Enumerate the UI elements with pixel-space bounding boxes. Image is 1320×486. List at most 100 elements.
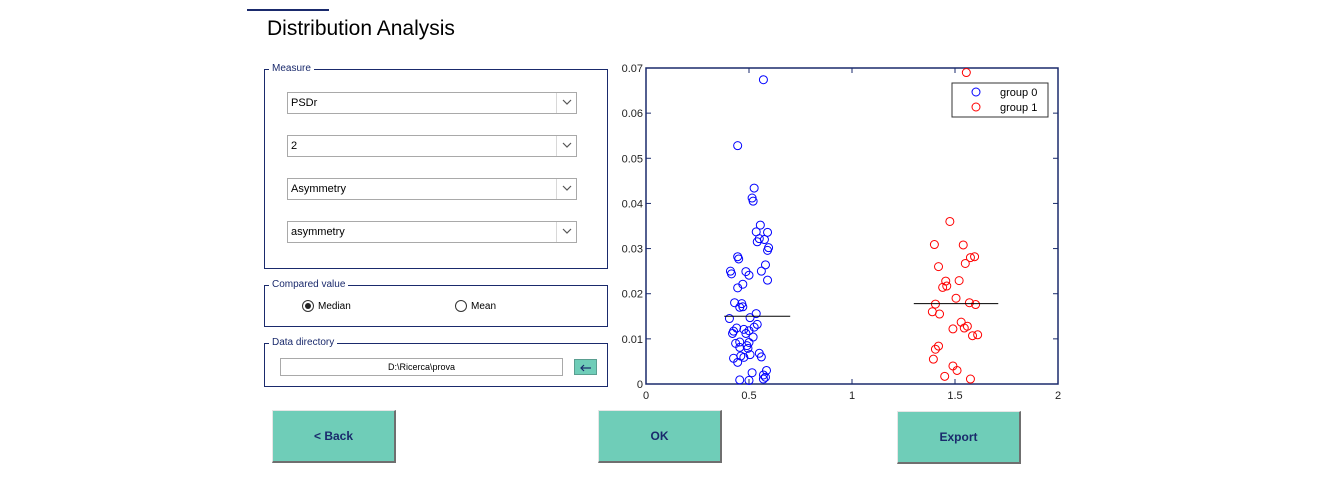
- data-point: [752, 237, 762, 247]
- radio-unselected-icon: [455, 300, 467, 312]
- data-point: [747, 368, 757, 378]
- data-point: [952, 365, 962, 375]
- data-directory-field[interactable]: D:\Ricerca\prova: [280, 358, 563, 376]
- data-point: [756, 266, 766, 276]
- ok-button[interactable]: OK: [598, 410, 722, 463]
- measure-groupbox: Measure PSDr 2 Asymmetry asymmetry: [264, 63, 608, 269]
- data-point: [745, 313, 755, 323]
- data-point: [749, 183, 759, 193]
- data-point: [735, 337, 745, 347]
- data-point: [930, 344, 940, 354]
- back-button[interactable]: < Back: [272, 410, 396, 463]
- measure-select-1[interactable]: PSDr: [287, 92, 577, 114]
- data-point: [748, 196, 758, 206]
- data-point: [738, 302, 748, 312]
- chevron-down-icon: [556, 179, 576, 199]
- y-tick-label: 0.01: [622, 334, 643, 346]
- y-tick-label: 0: [637, 379, 643, 391]
- ok-button-label: OK: [650, 429, 669, 443]
- data-point: [724, 314, 734, 324]
- y-tick-label: 0.03: [622, 244, 643, 256]
- data-point: [735, 375, 745, 385]
- data-point: [744, 270, 754, 280]
- data-directory-legend: Data directory: [269, 337, 338, 349]
- data-point: [954, 276, 964, 286]
- data-point: [970, 252, 980, 262]
- chevron-down-icon: [556, 93, 576, 113]
- measure-select-3[interactable]: Asymmetry: [287, 178, 577, 200]
- y-tick-label: 0.04: [622, 198, 643, 210]
- export-button-label: Export: [939, 430, 978, 444]
- data-point: [733, 141, 743, 151]
- data-point: [734, 254, 744, 264]
- data-point: [739, 352, 749, 362]
- data-point: [934, 262, 944, 272]
- measure-select-4-value: asymmetry: [291, 226, 345, 238]
- x-tick-label: 0.5: [741, 390, 756, 402]
- data-point: [960, 258, 970, 268]
- data-point: [760, 372, 770, 382]
- legend-marker: [971, 102, 981, 112]
- plot-frame: [645, 67, 1059, 385]
- data-point: [965, 374, 975, 384]
- data-point: [962, 321, 972, 331]
- data-point: [945, 216, 955, 226]
- browse-directory-button[interactable]: [574, 359, 597, 375]
- median-radio[interactable]: Median: [302, 300, 351, 312]
- y-tick-label: 0.07: [622, 63, 643, 75]
- data-point: [935, 309, 945, 319]
- data-directory-groupbox: Data directory D:\Ricerca\prova: [264, 337, 608, 387]
- data-point: [752, 319, 762, 329]
- compared-value-legend: Compared value: [269, 279, 349, 291]
- data-point: [763, 275, 773, 285]
- measure-legend: Measure: [269, 63, 314, 75]
- data-point: [733, 357, 743, 367]
- title-accent-rule: [247, 9, 329, 11]
- data-point: [961, 68, 971, 78]
- data-point: [758, 374, 768, 384]
- chevron-down-icon: [556, 136, 576, 156]
- data-point: [726, 269, 736, 279]
- data-point: [739, 324, 749, 334]
- x-tick-label: 1: [849, 390, 855, 402]
- legend-label: group 1: [1000, 102, 1037, 114]
- measure-select-4[interactable]: asymmetry: [287, 221, 577, 243]
- export-button[interactable]: Export: [897, 411, 1021, 464]
- measure-select-3-value: Asymmetry: [291, 183, 346, 195]
- data-point: [744, 375, 754, 385]
- data-point: [728, 328, 738, 338]
- x-tick-label: 1.5: [947, 390, 962, 402]
- data-point: [968, 331, 978, 341]
- x-tick-label: 2: [1055, 390, 1061, 402]
- data-point: [938, 282, 948, 292]
- data-point: [733, 283, 743, 293]
- data-point: [940, 371, 950, 381]
- data-point: [973, 330, 983, 340]
- data-point: [755, 220, 765, 230]
- median-radio-label: Median: [318, 300, 351, 312]
- y-tick-label: 0.02: [622, 289, 643, 301]
- data-point: [934, 341, 944, 351]
- legend-marker: [971, 87, 981, 97]
- data-point: [756, 352, 766, 362]
- data-point: [958, 240, 968, 250]
- mean-radio-label: Mean: [471, 300, 497, 312]
- data-point: [948, 324, 958, 334]
- data-point: [964, 298, 974, 308]
- measure-select-2[interactable]: 2: [287, 135, 577, 157]
- data-point: [956, 317, 966, 327]
- data-point: [751, 309, 761, 319]
- arrow-left-icon: [580, 364, 591, 372]
- radio-selected-icon: [302, 300, 314, 312]
- y-tick-label: 0.06: [622, 108, 643, 120]
- data-point: [942, 281, 952, 291]
- data-point: [971, 300, 981, 310]
- page-title: Distribution Analysis: [267, 17, 455, 40]
- measure-select-2-value: 2: [291, 140, 298, 152]
- data-point: [735, 302, 745, 312]
- mean-radio[interactable]: Mean: [455, 300, 496, 312]
- data-point: [760, 260, 770, 270]
- data-point: [758, 75, 768, 85]
- x-tick-label: 0: [643, 390, 649, 402]
